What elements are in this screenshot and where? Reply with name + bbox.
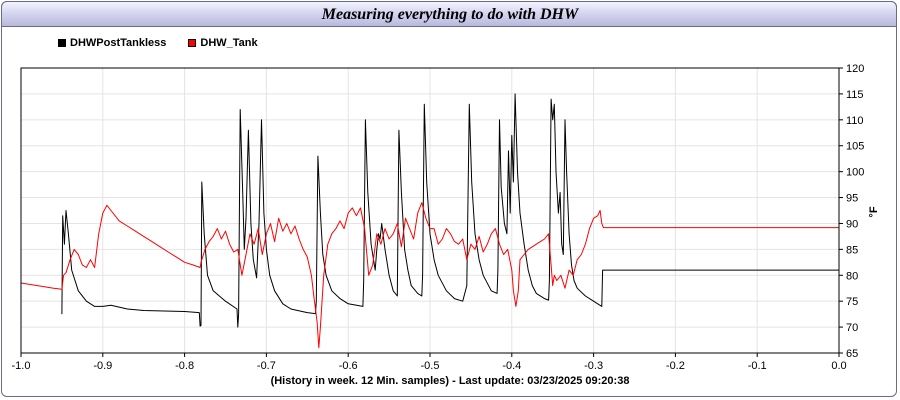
y-tick-label: 115 — [846, 89, 864, 101]
y-tick-label: 65 — [846, 348, 858, 360]
y-axis: 65 70 75 80 85 90 95 100 105 110 115 120 — [839, 63, 864, 360]
y-tick-label: 80 — [846, 270, 858, 282]
x-tick-label: 0.0 — [831, 360, 846, 372]
y-tick-label: 110 — [846, 115, 864, 127]
x-tick-label: -1.0 — [12, 360, 31, 372]
y-tick-label: 120 — [846, 63, 864, 75]
legend-item-dhwposttankless: DHWPostTankless — [58, 37, 166, 49]
y-tick-label: 90 — [846, 218, 858, 230]
legend-swatch-dhwposttankless — [58, 39, 66, 47]
y-tick-label: 95 — [846, 193, 858, 205]
series-line-dhw-tank — [20, 202, 839, 349]
series-line-dhwposttankless — [61, 93, 839, 328]
legend-item-dhw-tank: DHW_Tank — [188, 37, 258, 49]
x-tick-label: -0.2 — [666, 360, 685, 372]
x-tick-label: -0.8 — [175, 360, 194, 372]
x-tick-label: -0.4 — [502, 360, 521, 372]
legend: DHWPostTankless DHW_Tank — [58, 37, 258, 49]
grid-lines — [21, 68, 839, 353]
x-tick-label: -0.7 — [257, 360, 276, 372]
x-tick-label: -0.6 — [339, 360, 358, 372]
x-axis-label: (History in week. 12 Min. samples) - Las… — [270, 375, 630, 387]
x-axis: -1.0 -0.9 -0.8 -0.7 -0.6 -0.5 -0.4 -0.3 -0.2 -0.1… — [12, 353, 847, 372]
legend-swatch-dhw-tank — [188, 39, 197, 47]
y-tick-label: 75 — [846, 296, 858, 308]
title-bar: Measuring everything to do with DHW — [1, 1, 897, 27]
x-tick-label: -0.9 — [93, 360, 112, 372]
y-tick-label: 100 — [846, 167, 864, 179]
legend-label-dhw-tank: DHW_Tank — [200, 37, 258, 49]
y-tick-label: 105 — [846, 141, 864, 153]
y-tick-label: 85 — [846, 244, 858, 256]
x-tick-label: -0.5 — [421, 360, 440, 372]
y-tick-label: 70 — [846, 322, 858, 334]
x-tick-label: -0.1 — [748, 360, 767, 372]
legend-label-dhwposttankless: DHWPostTankless — [70, 37, 167, 49]
series-lines — [20, 93, 839, 349]
chart-title: Measuring everything to do with DHW — [321, 6, 579, 23]
y-axis-label: °F — [868, 206, 880, 217]
x-tick-label: -0.3 — [584, 360, 603, 372]
